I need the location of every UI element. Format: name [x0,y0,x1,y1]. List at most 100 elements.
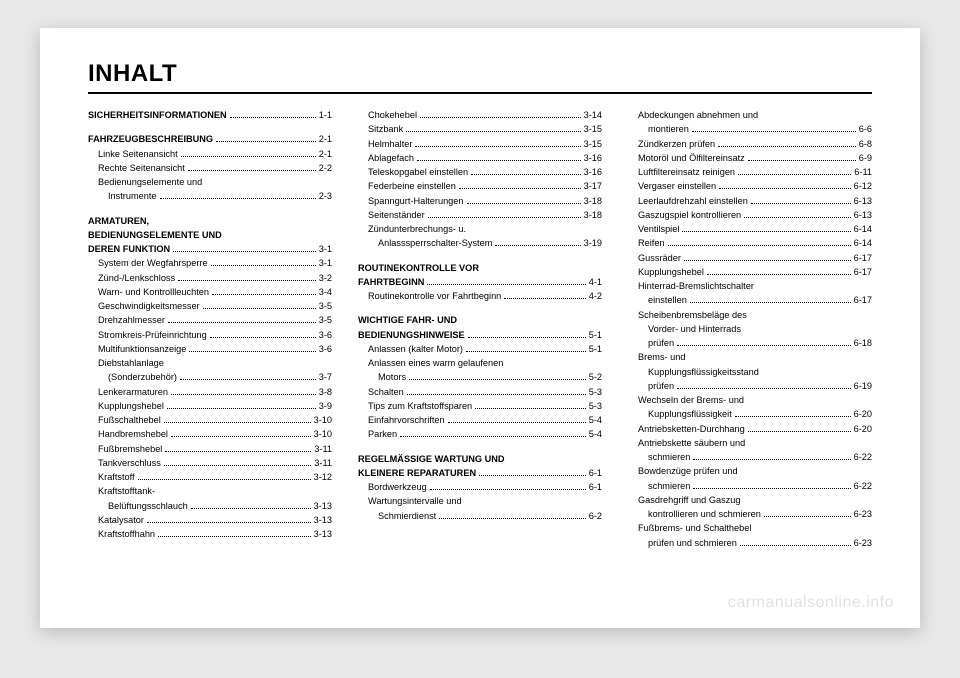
toc-entry: Parken 5-4 [358,427,602,441]
toc-page: 5-4 [589,427,602,441]
toc-column-2: Chokehebel3-14Sitzbank3-15Helmhalter3-15… [358,108,602,550]
toc-entry: DEREN FUNKTION3-1 [88,242,332,256]
toc-label: FAHRTBEGINN [358,275,424,289]
leader-dots [210,337,316,338]
toc-heading: Antriebskette säubern und [628,436,872,450]
toc-heading: Anlassen eines warm gelaufenen [358,356,602,370]
leader-dots [230,117,316,118]
toc-label: Schalten [368,385,404,399]
toc-page: 6-14 [854,222,872,236]
leader-dots [735,416,851,417]
toc-entry: montieren6-6 [628,122,872,136]
toc-entry: Luftfiltereinsatz reinigen6-11 [628,165,872,179]
leader-dots [158,536,311,537]
toc-entry: Anlasssperrschalter-System3-19 [358,236,602,250]
toc-page: 6-17 [854,265,872,279]
toc-label: Abdeckungen abnehmen und [638,108,758,122]
toc-heading: Bowdenzüge prüfen und [628,464,872,478]
leader-dots [188,170,316,171]
toc-label: Belüftungsschlauch [108,499,188,513]
toc-entry: Geschwindigkeitsmesser3-5 [88,299,332,313]
toc-page: 3-11 [314,442,332,456]
toc-label: Fußschalthebel [98,413,161,427]
toc-label: Gasdrehgriff und Gaszug [638,493,740,507]
toc-page: 5-2 [589,370,602,384]
toc-column-1: SICHERHEITSINFORMATIONEN1-1FAHRZEUGBESCH… [88,108,332,550]
toc-label: Anlasssperrschalter-System [378,236,492,250]
leader-dots [475,408,586,409]
toc-page: 3-12 [314,470,332,484]
leader-dots [439,518,586,519]
toc-entry: Rechte Seitenansicht2-2 [88,161,332,175]
leader-dots [168,322,316,323]
toc-entry: FAHRTBEGINN4-1 [358,275,602,289]
leader-dots [427,284,585,285]
toc-label: Tankverschluss [98,456,161,470]
toc-label: Handbremshebel [98,427,168,441]
toc-page: 3-13 [314,499,332,513]
toc-label: Schmierdienst [378,509,436,523]
toc-label: Zündkerzen prüfen [638,137,715,151]
toc-label: Seitenständer [368,208,425,222]
toc-label: Leerlaufdrehzahl einstellen [638,194,748,208]
toc-heading: Brems- und [628,350,872,364]
section-gap [358,442,602,452]
toc-page: 3-15 [584,122,602,136]
toc-page: 6-20 [854,407,872,421]
toc-label: Wartungsintervalle und [368,494,462,508]
leader-dots [406,131,580,132]
leader-dots [693,459,850,460]
toc-entry: Tankverschluss3-11 [88,456,332,470]
toc-label: Linke Seitenansicht [98,147,178,161]
toc-label: ROUTINEKONTROLLE VOR [358,261,479,275]
toc-page: 6-9 [859,151,872,165]
toc-entry: Federbeine einstellen3-17 [358,179,602,193]
toc-label: BEDIENUNGSELEMENTE UND [88,228,222,242]
toc-label: Zünd-/Lenkschloss [98,271,175,285]
toc-heading: Fußbrems- und Schalthebel [628,521,872,535]
leader-dots [430,489,586,490]
toc-entry: System der Wegfahrsperre 3-1 [88,256,332,270]
leader-dots [682,231,850,232]
toc-heading: ARMATUREN, [88,214,332,228]
toc-page: 3-16 [584,151,602,165]
leader-dots [748,160,856,161]
toc-label: Kupplungshebel [98,399,164,413]
toc-entry: prüfen und schmieren6-23 [628,536,872,550]
toc-entry: Drehzahlmesser3-5 [88,313,332,327]
toc-label: Kupplungsflüssigkeit [648,407,732,421]
toc-entry: prüfen6-19 [628,379,872,393]
leader-dots [459,188,581,189]
toc-entry: Motors5-2 [358,370,602,384]
leader-dots [751,203,851,204]
leader-dots [448,422,586,423]
toc-page: 6-13 [854,194,872,208]
leader-dots [164,465,311,466]
toc-entry: Ventilspiel6-14 [628,222,872,236]
toc-label: Multifunktionsanzeige [98,342,186,356]
toc-entry: BEDIENUNGSHINWEISE5-1 [358,328,602,342]
toc-label: Gaszugspiel kontrollieren [638,208,741,222]
toc-label: Parken [368,427,397,441]
toc-page: 6-23 [854,507,872,521]
toc-label: Motoröl und Ölfiltereinsatz [638,151,745,165]
toc-label: System der Wegfahrsperre [98,256,208,270]
toc-page: 3-1 [319,256,332,270]
toc-page: 3-14 [584,108,602,122]
toc-page: 3-7 [319,370,332,384]
toc-page: 6-12 [854,179,872,193]
toc-entry: Handbremshebel3-10 [88,427,332,441]
toc-page: 5-1 [589,342,602,356]
toc-heading: Kraftstofftank- [88,484,332,498]
toc-label: Fußbremshebel [98,442,162,456]
toc-heading: Zündunterbrechungs- u. [358,222,602,236]
toc-label: Antriebskette säubern und [638,436,745,450]
toc-entry: Belüftungsschlauch 3-13 [88,499,332,513]
toc-label: Anlassen (kalter Motor) [368,342,463,356]
toc-page: 6-18 [854,336,872,350]
toc-label: BEDIENUNGSHINWEISE [358,328,465,342]
toc-entry: Schmierdienst6-2 [358,509,602,523]
toc-entry: Gussräder6-17 [628,251,872,265]
toc-page: 5-3 [589,385,602,399]
toc-entry: Sitzbank3-15 [358,122,602,136]
